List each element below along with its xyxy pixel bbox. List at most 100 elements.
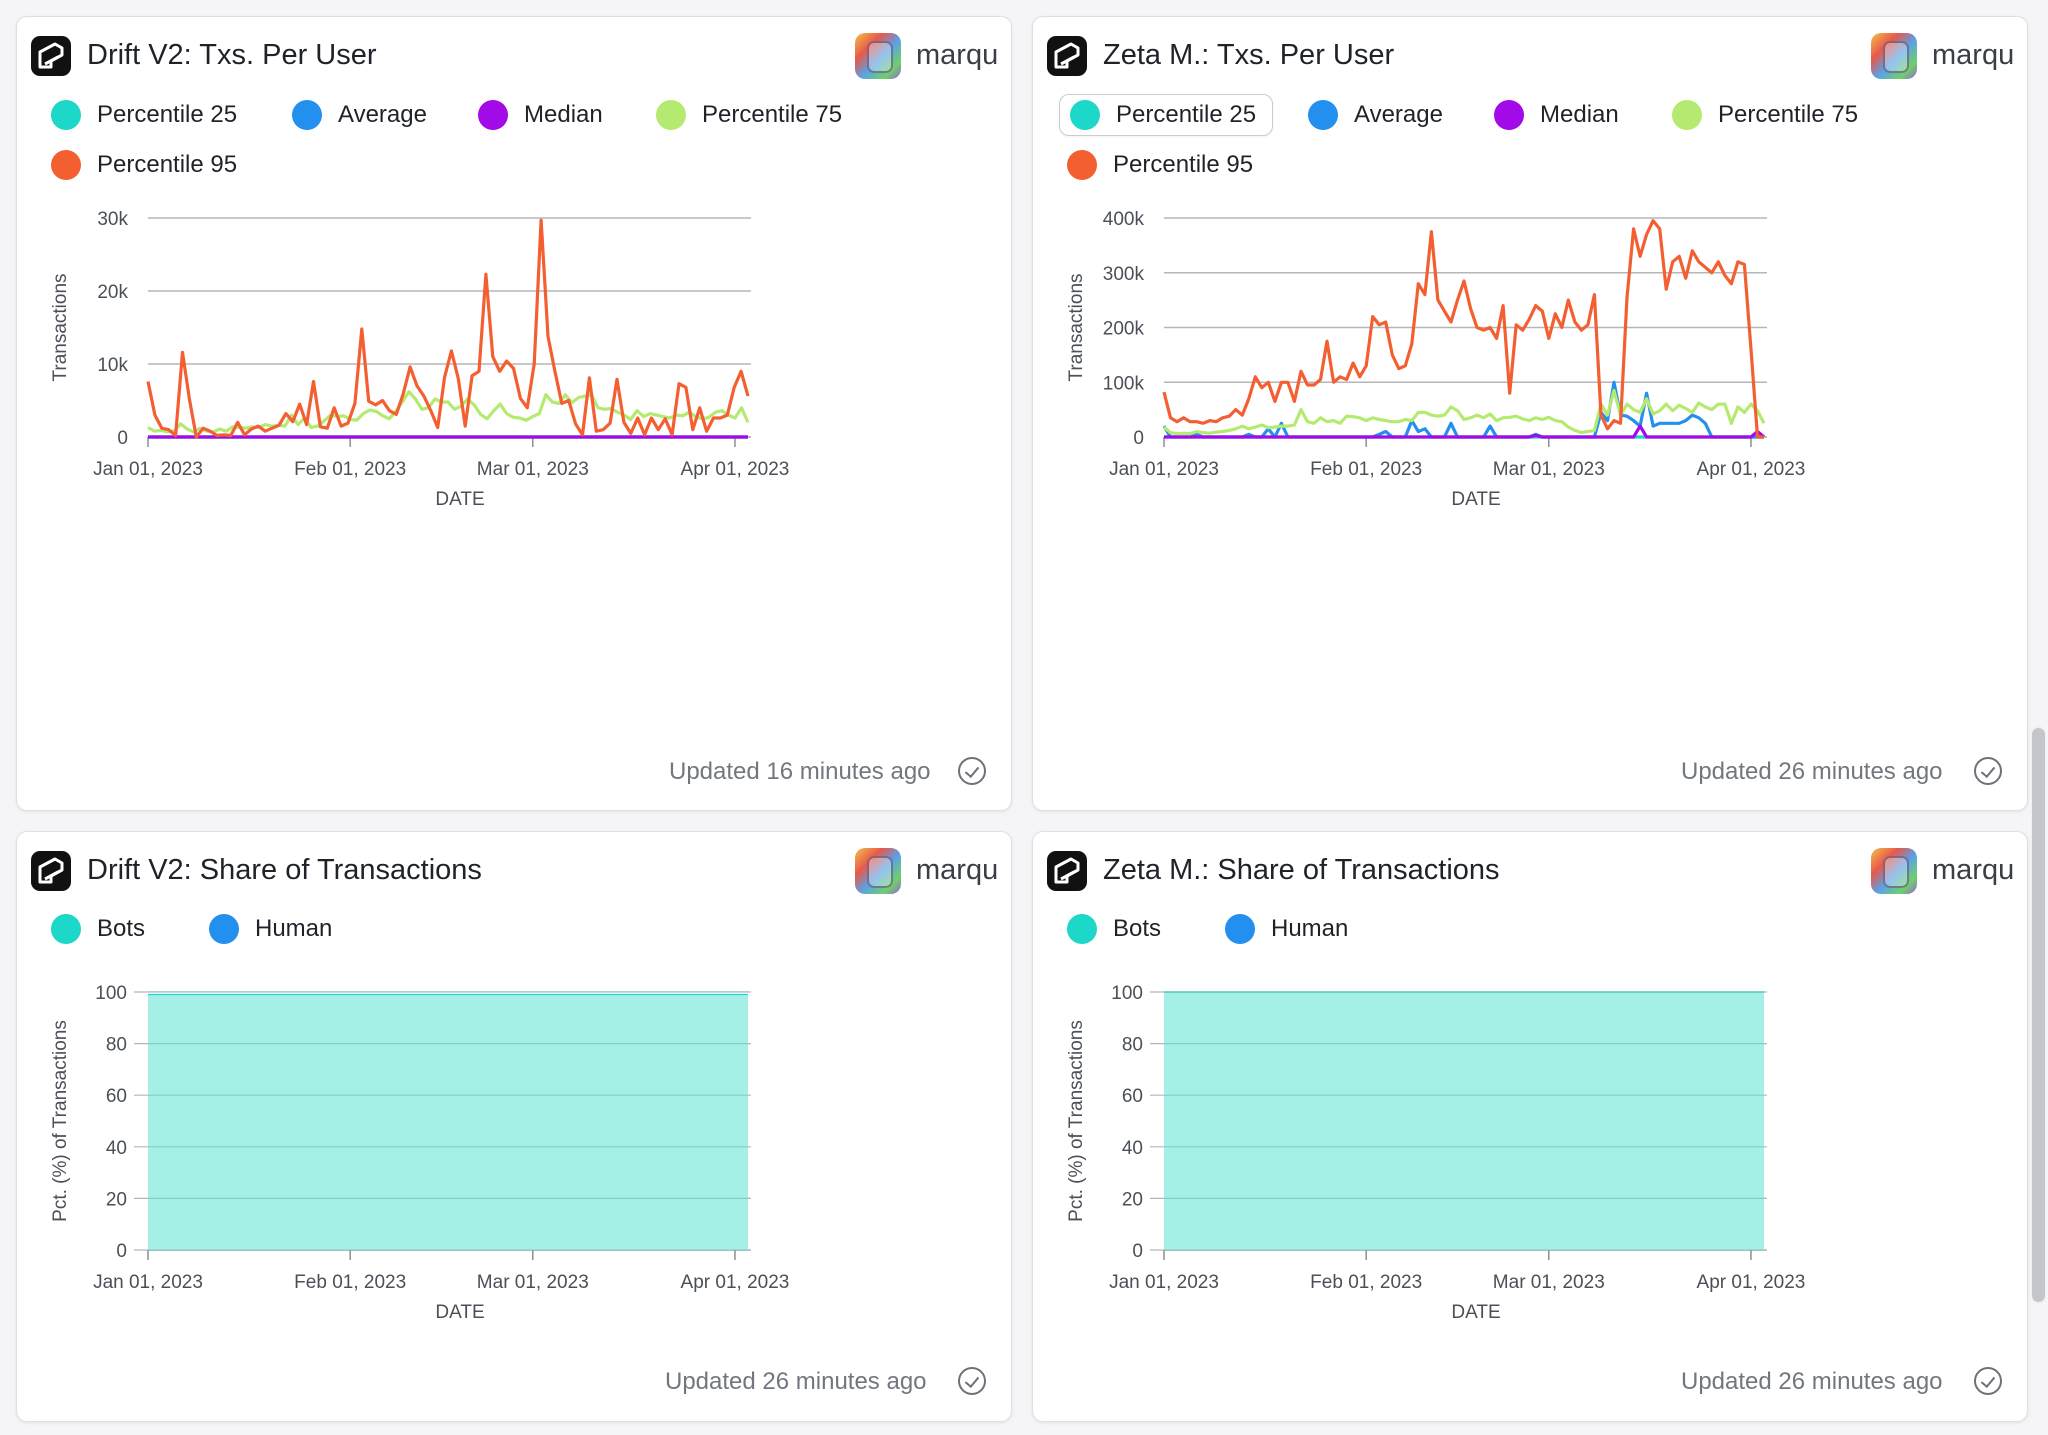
legend-item-bots[interactable]: Bots bbox=[1057, 909, 1161, 949]
y-axis-title: Transactions bbox=[1066, 273, 1087, 381]
legend-dot bbox=[51, 914, 81, 944]
y-tick-label: 60 bbox=[106, 1086, 127, 1107]
legend-dot bbox=[1672, 100, 1702, 130]
author-avatar[interactable] bbox=[1871, 33, 1917, 79]
chart-card-drift-txs-per-user: Drift V2: Txs. Per User marqu Percentile… bbox=[16, 16, 1012, 811]
legend-dot bbox=[1067, 914, 1097, 944]
author-avatar[interactable] bbox=[1871, 848, 1917, 894]
updated-status: Updated 26 minutes ago bbox=[1681, 758, 1943, 785]
area-chart[interactable]: 0 20 40 60 80 100 Jan 01, 2023 Feb 01, 2023 Mar … bbox=[1033, 832, 2027, 1352]
x-tick-label: Feb 01, 2023 bbox=[294, 459, 406, 480]
x-axis-title: DATE bbox=[435, 489, 484, 510]
y-tick-label: 20 bbox=[1122, 1189, 1143, 1210]
legend-label: Percentile 25 bbox=[97, 101, 238, 128]
x-axis-title: DATE bbox=[435, 1302, 484, 1323]
chart-title[interactable]: Drift V2: Share of Transactions bbox=[87, 854, 482, 886]
legend-item-average[interactable]: Average bbox=[282, 95, 427, 135]
legend-item-median[interactable]: Median bbox=[468, 95, 603, 135]
chart-card-zeta-share: Zeta M.: Share of Transactions marqu Bot… bbox=[1032, 831, 2028, 1422]
legend-item-average[interactable]: Average bbox=[1298, 95, 1443, 135]
y-tick-label: 30k bbox=[97, 209, 128, 230]
legend-item-percentile-75[interactable]: Percentile 75 bbox=[646, 95, 842, 135]
author-name[interactable]: marqu bbox=[1932, 854, 2015, 886]
legend-item-human[interactable]: Human bbox=[199, 909, 332, 949]
legend-label: Human bbox=[1271, 915, 1349, 942]
y-axis-title: Pct. (%) of Transactions bbox=[1066, 1020, 1087, 1222]
area-bots bbox=[1164, 992, 1764, 1250]
chart-title[interactable]: Drift V2: Txs. Per User bbox=[87, 39, 377, 71]
series-line bbox=[1164, 424, 1766, 439]
x-tick-label: Mar 01, 2023 bbox=[1493, 1272, 1605, 1293]
check-circle-icon[interactable] bbox=[958, 757, 986, 785]
check-circle-icon[interactable] bbox=[1974, 757, 2002, 785]
y-tick-label: 100 bbox=[1111, 983, 1143, 1004]
legend-item-percentile-95[interactable]: Percentile 95 bbox=[1057, 145, 1253, 185]
legend-label: Bots bbox=[1113, 915, 1162, 942]
author-name[interactable]: marqu bbox=[916, 39, 999, 71]
y-tick-label: 10k bbox=[97, 355, 128, 376]
legend-dot bbox=[656, 100, 686, 130]
updated-status: Updated 26 minutes ago bbox=[665, 1368, 927, 1395]
y-tick-label: 80 bbox=[106, 1035, 127, 1056]
legend-label: Percentile 75 bbox=[1718, 101, 1859, 128]
legend-label: Human bbox=[255, 915, 333, 942]
y-tick-label: 40 bbox=[1122, 1138, 1143, 1159]
author-avatar[interactable] bbox=[855, 33, 901, 79]
y-tick-label: 20k bbox=[97, 282, 128, 303]
y-tick-label: 40 bbox=[106, 1138, 127, 1159]
author-name[interactable]: marqu bbox=[1932, 39, 2015, 71]
legend-dot bbox=[1225, 914, 1255, 944]
x-tick-label: Apr 01, 2023 bbox=[1697, 459, 1806, 480]
author-name[interactable]: marqu bbox=[916, 854, 999, 886]
y-tick-label: 80 bbox=[1122, 1035, 1143, 1056]
legend-label: Percentile 95 bbox=[97, 151, 238, 178]
x-tick-label: Jan 01, 2023 bbox=[1109, 1272, 1219, 1293]
x-tick-label: Mar 01, 2023 bbox=[477, 459, 589, 480]
legend-item-percentile-75[interactable]: Percentile 75 bbox=[1662, 95, 1858, 135]
y-tick-label: 100k bbox=[1103, 373, 1145, 394]
legend-label: Percentile 25 bbox=[1116, 101, 1257, 128]
scrollbar-thumb[interactable] bbox=[2032, 728, 2045, 1302]
legend-dot bbox=[478, 100, 508, 130]
legend-item-bots[interactable]: Bots bbox=[41, 909, 145, 949]
area-chart[interactable]: 0 20 40 60 80 100 Jan 01, 2023 Feb 01, 2023 Mar … bbox=[17, 832, 1011, 1352]
chart-card-drift-share: Drift V2: Share of Transactions marqu Bo… bbox=[16, 831, 1012, 1422]
line-chart[interactable]: 0 100k 200k 300k 400k Jan 01, 2023 Feb 01, 202… bbox=[1033, 17, 2027, 737]
legend-label: Percentile 95 bbox=[1113, 151, 1254, 178]
y-tick-label: 0 bbox=[116, 1241, 127, 1262]
legend-item-median[interactable]: Median bbox=[1484, 95, 1619, 135]
legend-dot bbox=[1494, 100, 1524, 130]
author-avatar[interactable] bbox=[855, 848, 901, 894]
y-axis-title: Transactions bbox=[50, 273, 71, 381]
check-circle-icon[interactable] bbox=[958, 1367, 986, 1395]
legend-item-percentile-95[interactable]: Percentile 95 bbox=[41, 145, 237, 185]
x-tick-label: Apr 01, 2023 bbox=[681, 459, 790, 480]
x-axis-title: DATE bbox=[1451, 489, 1500, 510]
series-line bbox=[147, 390, 750, 434]
check-circle-icon[interactable] bbox=[1974, 1367, 2002, 1395]
x-tick-label: Feb 01, 2023 bbox=[1310, 459, 1422, 480]
legend-item-percentile-25[interactable]: Percentile 25 bbox=[41, 95, 237, 135]
x-tick-label: Jan 01, 2023 bbox=[93, 1272, 203, 1293]
x-tick-label: Feb 01, 2023 bbox=[1310, 1272, 1422, 1293]
updated-status: Updated 26 minutes ago bbox=[1681, 1368, 1943, 1395]
x-tick-label: Apr 01, 2023 bbox=[681, 1272, 790, 1293]
legend-item-percentile-25[interactable]: Percentile 25 bbox=[1059, 94, 1274, 136]
legend-item-human[interactable]: Human bbox=[1215, 909, 1348, 949]
y-axis-title: Pct. (%) of Transactions bbox=[50, 1020, 71, 1222]
series-line bbox=[1162, 219, 1764, 439]
legend-dot bbox=[1070, 100, 1100, 130]
x-tick-label: Mar 01, 2023 bbox=[477, 1272, 589, 1293]
x-axis-title: DATE bbox=[1451, 1302, 1500, 1323]
x-tick-label: Mar 01, 2023 bbox=[1493, 459, 1605, 480]
legend-dot bbox=[1067, 150, 1097, 180]
chart-title[interactable]: Zeta M.: Share of Transactions bbox=[1103, 854, 1500, 886]
legend-label: Average bbox=[1354, 101, 1443, 128]
flipside-logo-icon bbox=[31, 36, 71, 76]
x-tick-label: Jan 01, 2023 bbox=[93, 459, 203, 480]
flipside-logo-icon bbox=[1047, 851, 1087, 891]
area-bots bbox=[148, 994, 748, 1250]
line-chart[interactable]: 0 10k 20k 30k Jan 01, 2023 Feb 01, 2023 Mar 01… bbox=[17, 17, 1011, 737]
legend-label: Percentile 75 bbox=[702, 101, 843, 128]
chart-title[interactable]: Zeta M.: Txs. Per User bbox=[1103, 39, 1395, 71]
